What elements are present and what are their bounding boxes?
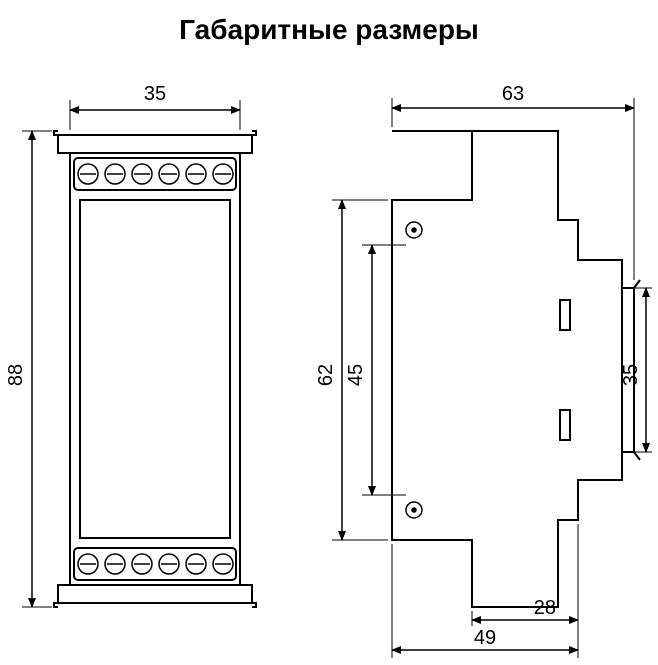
dim-front-width: 35 [70, 83, 240, 130]
side-outline [392, 131, 622, 607]
terminal-block-bottom [74, 548, 236, 580]
page-title: Габаритные размеры [0, 14, 658, 46]
dim-side-clip-35: 35 [620, 288, 652, 452]
side-view: 63 62 45 35 28 [315, 83, 652, 658]
dim-label: 35 [144, 83, 166, 105]
dim-label: 28 [534, 597, 556, 619]
dim-side-bottom-28: 28 [472, 524, 578, 626]
side-screw-top [406, 222, 422, 238]
dim-label: 88 [5, 364, 27, 386]
dim-side-45: 45 [345, 245, 406, 495]
front-view: 35 88 [5, 83, 256, 607]
front-rail-bottom [54, 585, 256, 607]
terminal-block-top [74, 158, 236, 190]
dim-label: 63 [502, 83, 524, 105]
front-rail-top [54, 131, 256, 153]
dim-front-height: 88 [5, 131, 52, 607]
side-screw-bottom [406, 502, 422, 518]
dim-label: 45 [345, 364, 367, 386]
dim-label: 49 [474, 627, 496, 649]
dimension-drawing: 35 88 [0, 0, 658, 665]
latch-top [560, 300, 570, 330]
dim-label: 62 [315, 364, 337, 386]
dim-label: 35 [620, 364, 642, 386]
front-panel [80, 200, 230, 538]
dim-side-depth-top: 63 [392, 83, 634, 280]
latch-bottom [560, 410, 570, 440]
